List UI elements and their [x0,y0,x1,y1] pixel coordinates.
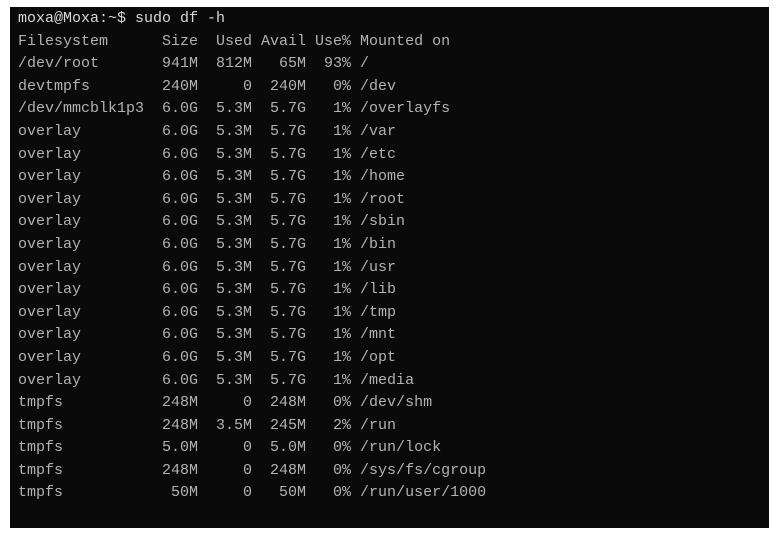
terminal-window[interactable]: moxa@Moxa:~$ sudo df -h Filesystem Size … [10,7,769,528]
command-line: moxa@Moxa:~$ sudo df -h [18,10,225,27]
df-output: Filesystem Size Used Avail Use% Mounted … [18,32,487,502]
terminal-text: moxa@Moxa:~$ sudo df -h Filesystem Size … [10,7,769,505]
shell-prompt: moxa@Moxa:~$ [18,10,127,27]
typed-command: sudo df -h [135,10,226,27]
